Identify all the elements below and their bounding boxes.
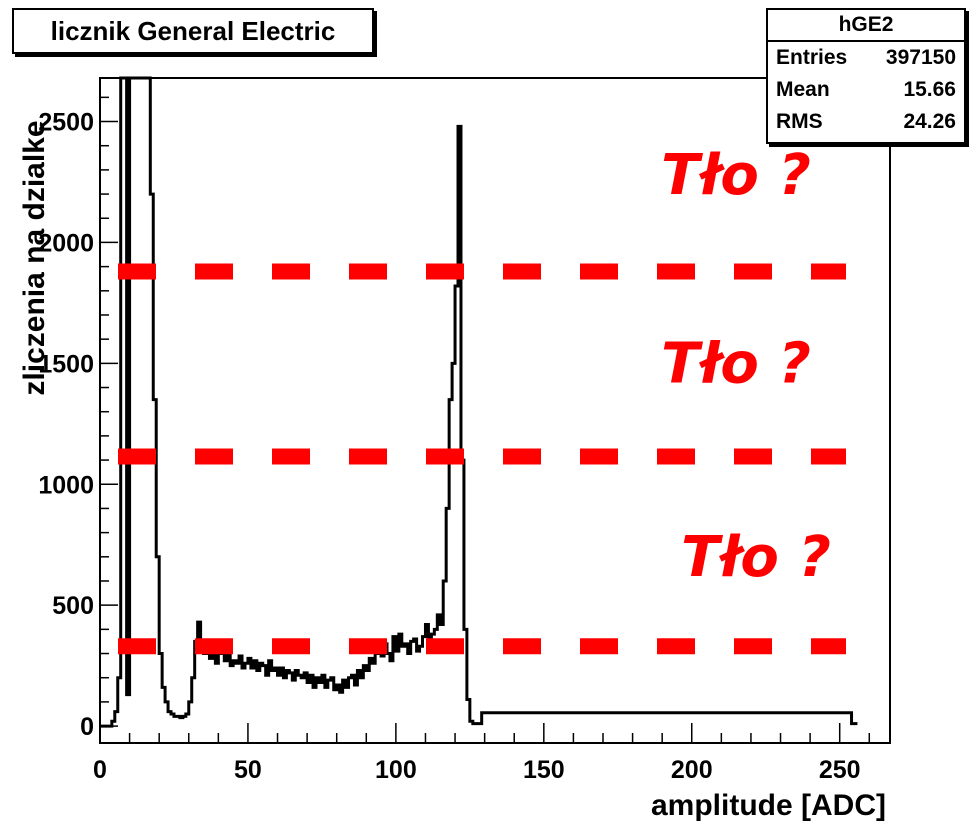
y-tick-label: 500: [52, 592, 94, 620]
y-axis: 0 500 1000 1500 2000 2500: [38, 96, 118, 741]
stats-value: 397150: [885, 46, 956, 69]
stats-row-mean: Mean 15.66: [768, 74, 964, 106]
stats-value: 24.26: [903, 110, 956, 133]
x-tick-label: 0: [93, 756, 107, 784]
histogram-series-line: [100, 76, 858, 728]
histogram-title: licznik General Electric: [12, 8, 374, 54]
stats-box: hGE2 Entries 397150 Mean 15.66 RMS 24.26: [766, 8, 966, 144]
y-tick-label: 1000: [38, 471, 94, 499]
stats-label: Mean: [776, 78, 830, 101]
background-annotation: Tło ?: [661, 332, 811, 397]
stats-label: Entries: [776, 46, 848, 69]
y-axis-label: zliczenia na dzialke: [18, 120, 51, 395]
stats-row-rms: RMS 24.26: [768, 106, 964, 138]
x-axis-label: amplitude [ADC]: [651, 789, 886, 822]
x-tick-label: 100: [375, 756, 417, 784]
x-tick-label: 150: [523, 756, 565, 784]
x-axis: 0 50 100 150 200 250: [93, 723, 871, 784]
background-annotation: Tło ?: [661, 143, 811, 208]
y-tick-label: 0: [80, 713, 94, 741]
x-tick-label: 250: [819, 756, 861, 784]
background-annotations: Tło ? Tło ? Tło ?: [661, 143, 831, 590]
plot-area: [99, 77, 891, 744]
y-tick-label: 1500: [38, 350, 94, 378]
background-annotation: Tło ?: [681, 525, 831, 590]
stats-label: RMS: [776, 110, 823, 133]
x-tick-label: 50: [234, 756, 262, 784]
y-tick-label: 2000: [38, 229, 94, 257]
x-tick-label: 200: [671, 756, 713, 784]
stats-row-entries: Entries 397150: [768, 42, 964, 74]
stats-value: 15.66: [903, 78, 956, 101]
stats-histogram-name: hGE2: [768, 10, 964, 42]
y-tick-label: 2500: [38, 109, 94, 137]
